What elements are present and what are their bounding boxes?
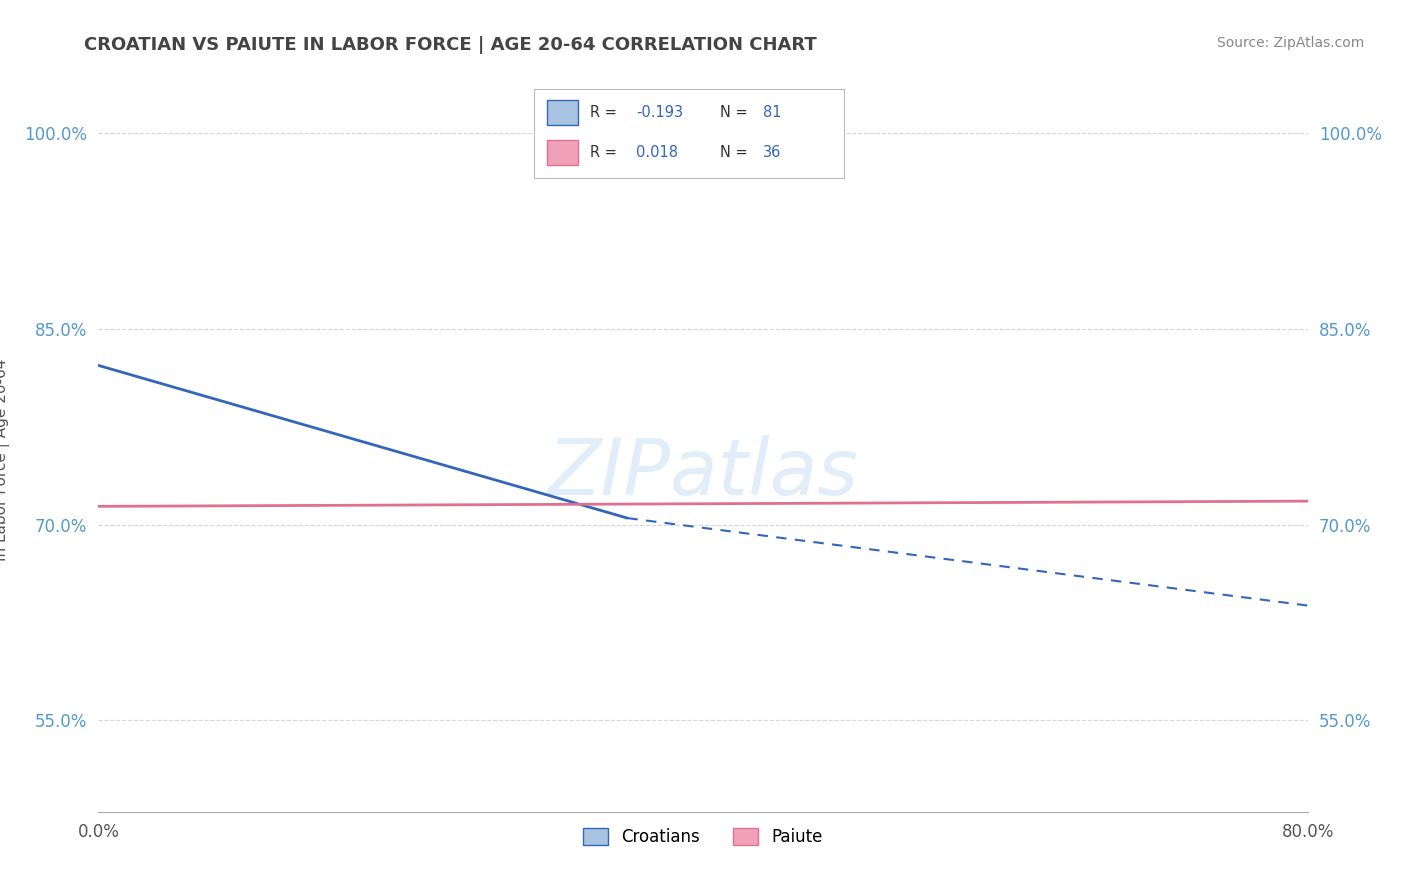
Text: CROATIAN VS PAIUTE IN LABOR FORCE | AGE 20-64 CORRELATION CHART: CROATIAN VS PAIUTE IN LABOR FORCE | AGE … (84, 36, 817, 54)
Text: R =: R = (591, 145, 621, 160)
Legend: Croatians, Paiute: Croatians, Paiute (576, 822, 830, 853)
Text: 0.018: 0.018 (637, 145, 678, 160)
Text: ZIPatlas: ZIPatlas (547, 435, 859, 511)
Text: N =: N = (720, 145, 752, 160)
Text: 36: 36 (763, 145, 782, 160)
Text: -0.193: -0.193 (637, 105, 683, 120)
Text: R =: R = (591, 105, 621, 120)
Bar (547, 140, 578, 165)
Y-axis label: In Labor Force | Age 20-64: In Labor Force | Age 20-64 (0, 359, 10, 560)
Text: 81: 81 (763, 105, 782, 120)
Text: Source: ZipAtlas.com: Source: ZipAtlas.com (1216, 36, 1364, 50)
Text: N =: N = (720, 105, 752, 120)
Bar (547, 100, 578, 125)
